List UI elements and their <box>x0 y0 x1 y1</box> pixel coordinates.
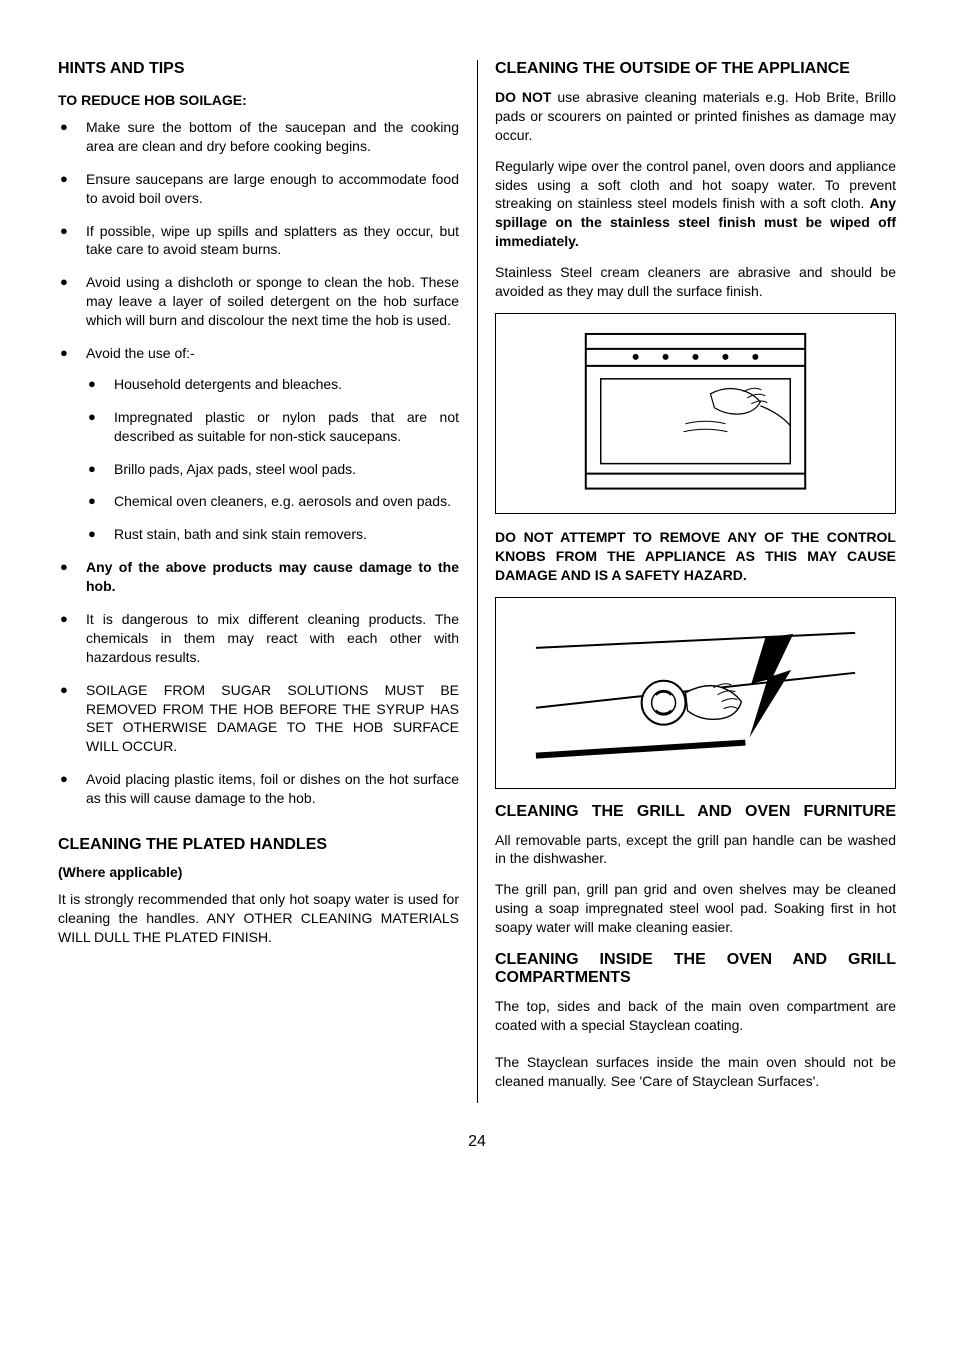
outside-p1: DO NOT use abrasive cleaning materials e… <box>495 88 896 145</box>
page-number: 24 <box>58 1133 896 1151</box>
subhead-reduce: TO REDUCE HOB SOILAGE: <box>58 92 459 108</box>
outside-p2: Regularly wipe over the control panel, o… <box>495 157 896 251</box>
heading-outside: CLEANING THE OUTSIDE OF THE APPLIANCE <box>495 60 896 78</box>
bullet-item: Impregnated plastic or nylon pads that a… <box>86 408 459 446</box>
bullets-main: Make sure the bottom of the saucepan and… <box>58 118 459 808</box>
bullet-item: Avoid placing plastic items, foil or dis… <box>58 770 459 808</box>
figure-knob-pull <box>495 597 896 789</box>
p2a: Regularly wipe over the control panel, o… <box>495 158 896 212</box>
bullet-item: Household detergents and bleaches. <box>86 375 459 394</box>
bullet-item: Chemical oven cleaners, e.g. aerosols an… <box>86 492 459 511</box>
heading-inside: CLEANING INSIDE THE OVEN AND GRILL COMPA… <box>495 951 896 987</box>
bullet-item: If possible, wipe up spills and splatter… <box>58 222 459 260</box>
outside-p3: Stainless Steel cream cleaners are abras… <box>495 263 896 301</box>
grill-p2: The grill pan, grill pan grid and oven s… <box>495 880 896 937</box>
inside-p1: The top, sides and back of the main oven… <box>495 997 896 1035</box>
heading-hints: HINTS AND TIPS <box>58 60 459 78</box>
plated-body: It is strongly recommended that only hot… <box>58 890 459 947</box>
bullet-item: SOILAGE FROM SUGAR SOLUTIONS MUST BE REM… <box>58 681 459 757</box>
bullet-item: It is dangerous to mix different cleanin… <box>58 610 459 667</box>
bullets-sub: Household detergents and bleaches. Impre… <box>86 375 459 544</box>
column-divider <box>477 60 478 1103</box>
two-column-layout: HINTS AND TIPS TO REDUCE HOB SOILAGE: Ma… <box>58 60 896 1103</box>
left-column: HINTS AND TIPS TO REDUCE HOB SOILAGE: Ma… <box>58 60 477 1103</box>
bullet-item: Ensure saucepans are large enough to acc… <box>58 170 459 208</box>
right-column: CLEANING THE OUTSIDE OF THE APPLIANCE DO… <box>477 60 896 1103</box>
bullet-item: Avoid using a dishcloth or sponge to cle… <box>58 273 459 330</box>
bullet-item: Rust stain, bath and sink stain removers… <box>86 525 459 544</box>
bullet-text: Avoid the use of:- <box>86 345 195 361</box>
do-not: DO NOT <box>495 89 551 105</box>
p1-rest: use abrasive cleaning materials e.g. Hob… <box>495 89 896 143</box>
inside-p2: The Stayclean surfaces inside the main o… <box>495 1053 896 1091</box>
bullet-item: Make sure the bottom of the saucepan and… <box>58 118 459 156</box>
subhead-where: (Where applicable) <box>58 864 459 880</box>
oven-wipe-illustration <box>496 314 895 514</box>
knob-pull-illustration <box>496 598 895 788</box>
grill-p1: All removable parts, except the grill pa… <box>495 831 896 869</box>
bullet-item: Avoid the use of:- Household detergents … <box>58 344 459 544</box>
heading-plated: CLEANING THE PLATED HANDLES <box>58 836 459 854</box>
heading-grill: CLEANING THE GRILL AND OVEN FURNITURE <box>495 803 896 821</box>
bullet-item: Any of the above products may cause dama… <box>58 558 459 596</box>
bullet-item: Brillo pads, Ajax pads, steel wool pads. <box>86 460 459 479</box>
figure-oven-wipe <box>495 313 896 515</box>
knob-warning: DO NOT ATTEMPT TO REMOVE ANY OF THE CONT… <box>495 528 896 585</box>
